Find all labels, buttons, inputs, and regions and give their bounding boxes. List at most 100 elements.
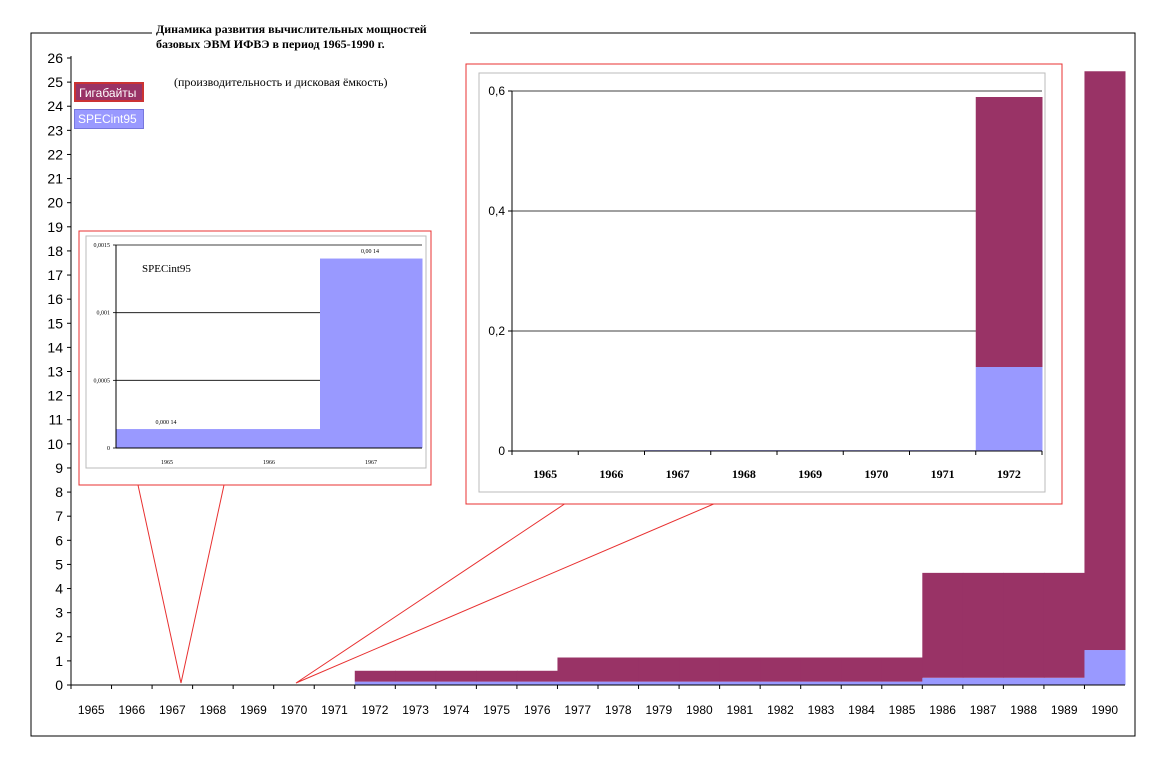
y-tick-label: 12 [47, 388, 63, 404]
bar-gigabytes-1987 [962, 572, 1004, 678]
x-tick-label: 1976 [524, 703, 551, 717]
inset-small-data-label: 0,000 14 [156, 420, 177, 426]
bar-specint-1985 [881, 681, 923, 685]
y-tick-label: 24 [47, 98, 63, 114]
bar-specint-1975 [476, 681, 518, 685]
x-tick-label: 1972 [362, 703, 389, 717]
x-tick-label: 1974 [443, 703, 470, 717]
x-tick-label: 1966 [118, 703, 145, 717]
y-tick-label: 9 [55, 460, 63, 476]
y-tick-label: 18 [47, 243, 63, 259]
bar-gigabytes-1986 [922, 572, 964, 678]
bar-gigabytes-1976 [516, 670, 558, 682]
y-tick-label: 8 [55, 484, 63, 500]
x-tick-label: 1971 [321, 703, 348, 717]
inset-small-x-tick-label: 1965 [161, 460, 173, 466]
x-tick-label: 1987 [970, 703, 997, 717]
inset-big-x-tick-label: 1970 [864, 467, 888, 481]
y-tick-label: 20 [47, 195, 63, 211]
bar-gigabytes-1973 [395, 670, 437, 682]
y-tick-label: 6 [55, 532, 63, 548]
x-tick-label: 1977 [564, 703, 591, 717]
y-tick-label: 25 [47, 74, 63, 90]
bar-specint-1988 [1003, 677, 1045, 685]
bar-specint-1981 [719, 681, 761, 685]
bar-specint-1978 [598, 681, 640, 685]
y-tick-label: 7 [55, 508, 63, 524]
inset-big-x-tick-label: 1971 [931, 467, 955, 481]
bar-gigabytes-1975 [476, 670, 518, 682]
callout-pointer-big [295, 502, 717, 684]
bar-gigabytes-1981 [719, 657, 761, 682]
y-tick-label: 23 [47, 122, 63, 138]
y-tick-label: 14 [47, 339, 63, 355]
bar-gigabytes-1978 [598, 657, 640, 682]
y-tick-label: 22 [47, 146, 63, 162]
inset-big-x-tick-label: 1965 [533, 467, 557, 481]
x-tick-label: 1979 [645, 703, 672, 717]
inset-1965-1972-chart: 1965 1966 1967 1968 1969 1970 1971 1972 0 0,2 0,4 0… [465, 63, 1063, 505]
x-tick-label: 1981 [727, 703, 754, 717]
y-tick-label: 21 [47, 171, 63, 187]
bar-specint-1973 [395, 681, 437, 685]
inset-small-bar-1967 [320, 258, 423, 448]
inset-big-x-tick-label: 1966 [599, 467, 623, 481]
inset-small-y-tick-label: 0,001 [97, 311, 111, 317]
bar-gigabytes-1972 [354, 670, 396, 682]
inset-big-x-tick-label: 1967 [666, 467, 690, 481]
y-tick-label: 13 [47, 364, 63, 380]
bar-specint-1987 [962, 677, 1004, 685]
x-tick-label: 1990 [1091, 703, 1118, 717]
legend-gigabytes: Гигабайты [74, 82, 144, 102]
y-tick-label: 15 [47, 315, 63, 331]
legend-specint: SPECint95 [74, 109, 144, 129]
bar-gigabytes-1990 [1084, 71, 1126, 651]
x-tick-label: 1978 [605, 703, 632, 717]
y-tick-label: 4 [55, 581, 63, 597]
x-tick-label: 1975 [483, 703, 510, 717]
inset-big-x-tick-label: 1968 [732, 467, 756, 481]
callout-pointer-small [137, 484, 225, 684]
inset-big-plot-frame [478, 72, 1046, 493]
inset-small-x-tick-label: 1967 [365, 460, 377, 466]
main-chart: 1965 1966 1967 1968 1969 1970 1971 1972 1973 1974… [47, 50, 1126, 717]
bar-gigabytes-1974 [435, 670, 477, 682]
bar-gigabytes-1988 [1003, 572, 1045, 678]
x-tick-label: 1980 [686, 703, 713, 717]
inset-small-y-tick-label: 0,0015 [94, 243, 111, 249]
x-tick-label: 1985 [889, 703, 916, 717]
inset-big-bar-specint-1972 [975, 367, 1043, 451]
bar-specint-1977 [557, 681, 599, 685]
bar-specint-1989 [1043, 677, 1085, 685]
bar-specint-1974 [435, 681, 477, 685]
bar-specint-1983 [800, 681, 842, 685]
y-tick-label: 16 [47, 291, 63, 307]
x-tick-label: 1965 [78, 703, 105, 717]
x-tick-label: 1967 [159, 703, 186, 717]
bar-specint-1986 [922, 677, 964, 685]
callout-lines [137, 484, 717, 684]
inset-big-x-tick-label: 1972 [997, 467, 1021, 481]
inset-big-y-tick-label: 0,6 [488, 84, 505, 98]
inset-big-bar-gigabytes-1972 [975, 97, 1043, 367]
y-tick-label: 19 [47, 219, 63, 235]
x-tick-label: 1969 [240, 703, 267, 717]
inset-small-data-label: 0,00 14 [361, 249, 379, 255]
x-tick-label: 1986 [929, 703, 956, 717]
x-tick-label: 1982 [767, 703, 794, 717]
bar-specint-1984 [841, 681, 883, 685]
y-tick-label: 11 [48, 412, 63, 428]
inset-small-y-tick-label: 0,0005 [94, 378, 111, 384]
bar-gigabytes-1989 [1043, 572, 1085, 678]
bar-gigabytes-1984 [841, 657, 883, 682]
inset-big-y-tick-label: 0,2 [488, 324, 505, 338]
y-tick-label: 17 [47, 267, 63, 283]
inset-big-y-tick-label: 0 [498, 444, 505, 458]
x-tick-label: 1983 [808, 703, 835, 717]
bar-specint-1972 [354, 681, 396, 685]
bar-gigabytes-1983 [800, 657, 842, 682]
inset-small-bar-1965 [116, 429, 219, 448]
y-tick-label: 1 [55, 653, 63, 669]
bar-gigabytes-1977 [557, 657, 599, 682]
